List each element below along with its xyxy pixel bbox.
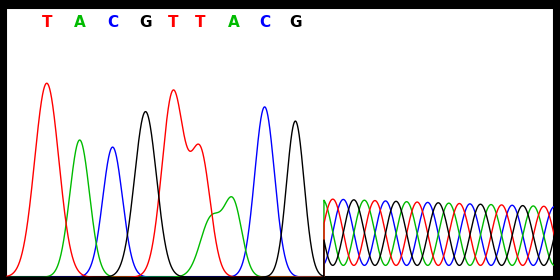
- Text: T: T: [41, 15, 52, 30]
- Text: A: A: [227, 15, 239, 30]
- Text: A: A: [74, 15, 86, 30]
- Text: T: T: [168, 15, 178, 30]
- Text: C: C: [107, 15, 118, 30]
- Text: G: G: [139, 15, 152, 30]
- Text: T: T: [195, 15, 206, 30]
- Text: C: C: [259, 15, 270, 30]
- Text: G: G: [289, 15, 302, 30]
